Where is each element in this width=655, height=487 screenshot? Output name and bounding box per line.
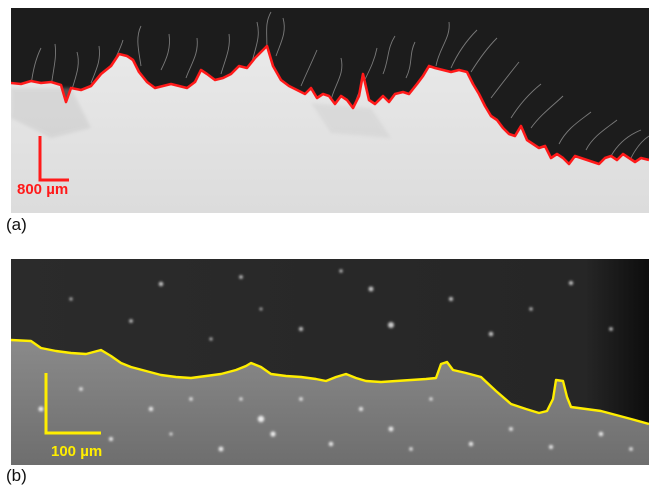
micrograph-panel-b: [11, 259, 649, 465]
boundary-trace-b: [11, 338, 649, 426]
micrograph-panel-a: [11, 8, 649, 213]
scale-bar-label-a: 800 µm: [17, 181, 69, 198]
scale-bar-a: [38, 136, 69, 182]
panel-label-a: (a): [6, 215, 27, 234]
scale-bar-b: [44, 373, 101, 435]
scale-bar-label-b: 100 µm: [51, 443, 103, 460]
shading-a: [11, 88, 391, 138]
specks-bright-b: [38, 387, 633, 452]
panel-label-b: (b): [6, 466, 27, 485]
specks-dark-b: [69, 269, 613, 341]
boundary-trace-a: [11, 44, 649, 166]
